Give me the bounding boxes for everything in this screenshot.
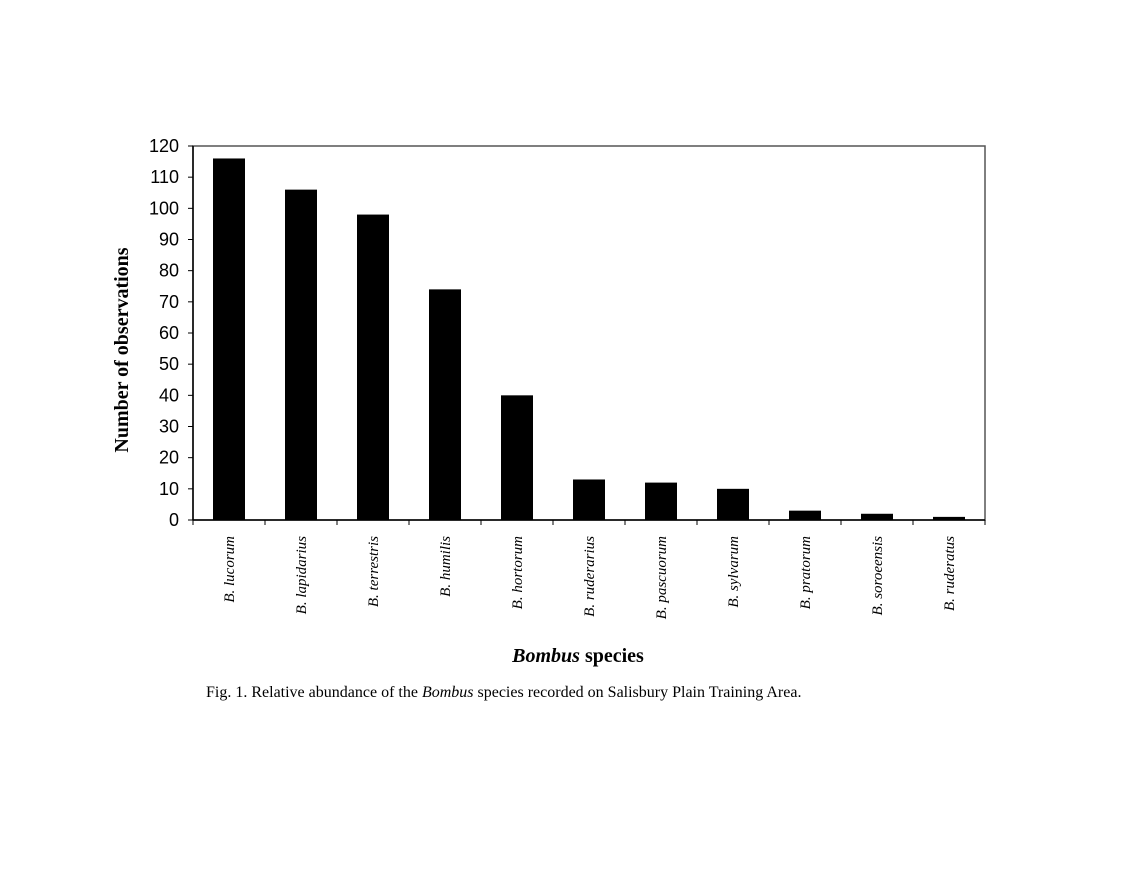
bars xyxy=(213,158,965,521)
figure-caption: Fig. 1. Relative abundance of the Bombus… xyxy=(206,684,1066,702)
x-tick-label: B. ruderatus xyxy=(942,536,958,611)
y-tick-label: 80 xyxy=(159,261,179,281)
caption-suffix: species recorded on Salisbury Plain Trai… xyxy=(473,684,802,701)
y-tick-label: 90 xyxy=(159,230,179,250)
x-tick-label: B. soroeensis xyxy=(870,536,886,616)
y-tick-label: 20 xyxy=(159,448,179,468)
bar xyxy=(645,482,677,520)
y-tick-label: 40 xyxy=(159,385,179,405)
x-tick-label: B. humilis xyxy=(438,536,454,597)
y-tick-label: 100 xyxy=(149,198,179,218)
caption-prefix: Fig. 1. Relative abundance of the xyxy=(206,684,422,701)
y-axis-title: Number of observations xyxy=(111,247,133,452)
bar xyxy=(501,395,533,520)
x-axis-title-genus: Bombus xyxy=(511,645,580,667)
x-axis-title: Bombus species xyxy=(511,645,644,667)
x-tick-label: B. sylvarum xyxy=(726,536,742,608)
bar xyxy=(429,289,461,520)
x-tick-label: B. pascuorum xyxy=(654,536,670,619)
y-tick-label: 120 xyxy=(149,136,179,156)
bar xyxy=(285,189,317,520)
bar xyxy=(717,488,749,520)
x-tick-label: B. terrestris xyxy=(366,536,382,607)
y-tick-label: 110 xyxy=(150,167,179,187)
x-axis-title-species: species xyxy=(585,645,644,667)
bar xyxy=(789,510,821,520)
bar xyxy=(573,479,605,520)
x-tick-label: B. lucorum xyxy=(222,536,238,603)
x-axis-ticks: B. lucorum B. lapidarius B. terrestris B. h… xyxy=(192,520,986,619)
y-tick-label: 10 xyxy=(159,479,179,499)
bar xyxy=(357,214,389,521)
y-tick-label: 70 xyxy=(159,292,179,312)
y-tick-label: 0 xyxy=(169,510,179,530)
y-tick-label: 50 xyxy=(159,354,179,374)
x-tick-label: B. pratorum xyxy=(798,536,814,610)
y-tick-label: 30 xyxy=(159,417,179,437)
bar xyxy=(861,513,893,520)
y-tick-label: 60 xyxy=(159,323,179,343)
x-tick-label: B. lapidarius xyxy=(294,536,310,615)
x-tick-label: B. hortorum xyxy=(510,536,526,610)
x-tick-label: B. ruderarius xyxy=(582,536,598,617)
y-axis-ticks: 0 10 20 30 40 50 60 70 80 90 100 110 120 xyxy=(149,136,193,530)
bar xyxy=(933,516,965,520)
bar xyxy=(213,158,245,520)
caption-italic: Bombus xyxy=(421,684,474,701)
